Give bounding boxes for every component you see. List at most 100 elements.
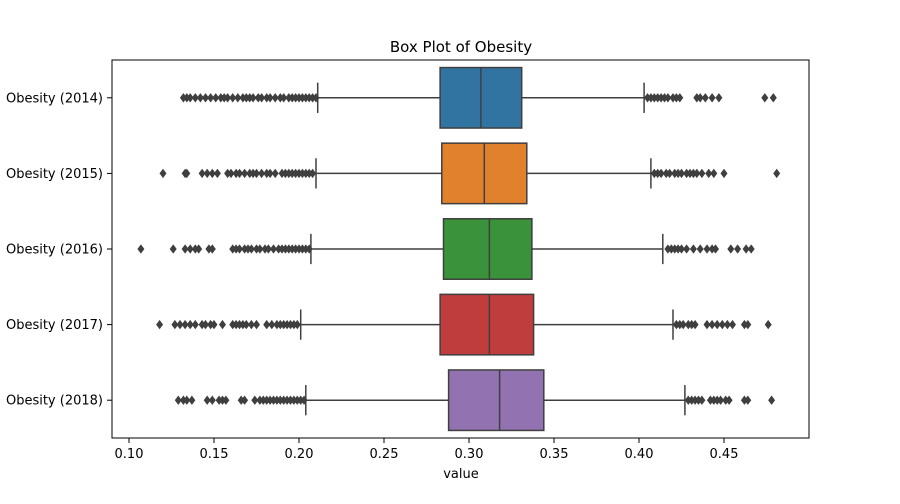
- outlier-point: [229, 93, 237, 103]
- outlier-point: [210, 319, 218, 330]
- outlier-point: [207, 93, 215, 103]
- outlier-point: [253, 319, 260, 330]
- outlier-point: [698, 395, 706, 405]
- outlier-point: [309, 168, 317, 179]
- outlier-point: [191, 319, 199, 330]
- box-4: [299, 293, 674, 356]
- outlier-point: [219, 319, 226, 330]
- outlier-point: [241, 168, 249, 179]
- outlier-point: [657, 168, 665, 179]
- chart-title: Box Plot of Obesity: [390, 38, 532, 56]
- outlier-point: [727, 244, 735, 254]
- outlier-point: [679, 319, 687, 330]
- outlier-point: [689, 244, 697, 254]
- x-tick-label: 0.20: [285, 447, 314, 462]
- outlier-point: [242, 319, 250, 330]
- outlier-point: [691, 319, 699, 330]
- outlier-point: [734, 244, 742, 254]
- x-tick-label: 0.25: [370, 447, 399, 462]
- outlier-point: [202, 93, 209, 103]
- outlier-point: [305, 244, 313, 254]
- outlier-point: [176, 319, 184, 330]
- outlier-point: [191, 93, 199, 103]
- outlier-point: [256, 244, 264, 254]
- outlier-point: [222, 395, 230, 405]
- outlier-point: [137, 244, 145, 254]
- outlier-point: [693, 168, 701, 179]
- outlier-point: [683, 244, 691, 254]
- outlier-point: [188, 395, 196, 405]
- box-1: [316, 66, 645, 129]
- outlier-point: [703, 244, 711, 254]
- outlier-point: [236, 168, 243, 179]
- x-tick-label: 0.30: [455, 447, 484, 462]
- outlier-point: [234, 93, 242, 103]
- outlier-point: [213, 168, 221, 179]
- outlier-point: [764, 319, 772, 330]
- outlier-point: [678, 244, 685, 254]
- outlier-point: [744, 319, 752, 330]
- outlier-point: [761, 93, 769, 103]
- box-3: [310, 218, 664, 280]
- outliers-3: [137, 244, 755, 254]
- outlier-point: [747, 244, 755, 254]
- outlier-point: [198, 168, 206, 179]
- y-tick-label: Obesity (2014): [6, 91, 103, 106]
- outliers-4: [156, 319, 772, 330]
- outlier-point: [208, 168, 216, 179]
- outlier-point: [183, 168, 191, 179]
- outlier-point: [271, 168, 279, 179]
- outliers-5: [174, 395, 776, 405]
- x-tick-label: 0.10: [115, 447, 144, 462]
- outlier-point: [715, 93, 723, 103]
- outlier-point: [186, 244, 194, 254]
- outlier-point: [181, 319, 189, 330]
- outlier-point: [159, 168, 167, 179]
- outlier-point: [696, 93, 704, 103]
- outlier-point: [744, 395, 752, 405]
- outlier-point: [268, 319, 276, 330]
- outlier-point: [208, 395, 216, 405]
- outlier-point: [696, 244, 704, 254]
- x-tick-label: 0.45: [710, 447, 739, 462]
- outliers-1: [179, 93, 777, 103]
- box-iqr: [442, 218, 533, 280]
- box-2: [315, 142, 652, 205]
- outlier-point: [196, 93, 204, 103]
- y-tick-label: Obesity (2017): [6, 318, 103, 333]
- outlier-point: [703, 319, 711, 330]
- y-tick-label: Obesity (2016): [6, 243, 103, 258]
- outlier-point: [710, 168, 718, 179]
- x-tick-label: 0.35: [540, 447, 569, 462]
- outlier-point: [713, 319, 721, 330]
- outlier-point: [247, 244, 255, 254]
- x-tick-label: 0.40: [625, 447, 654, 462]
- outlier-point: [705, 168, 713, 179]
- x-axis: 0.10 0.15 0.20 0.25 0.30 0.35 0.40 0.45: [115, 438, 739, 462]
- outlier-point: [270, 244, 277, 254]
- outlier-point: [249, 93, 257, 103]
- outlier-point: [227, 168, 235, 179]
- outlier-point: [725, 395, 733, 405]
- outlier-point: [264, 244, 272, 254]
- outlier-point: [729, 319, 736, 330]
- outlier-point: [186, 319, 194, 330]
- boxes-layer: [299, 66, 686, 432]
- outlier-point: [773, 168, 781, 179]
- outlier-point: [280, 93, 288, 103]
- outlier-point: [203, 395, 211, 405]
- outlier-point: [203, 168, 211, 179]
- outlier-point: [247, 319, 255, 330]
- outlier-point: [718, 319, 726, 330]
- outlier-point: [708, 319, 716, 330]
- outlier-point: [720, 168, 728, 179]
- outlier-point: [253, 168, 260, 179]
- box-5: [305, 369, 686, 432]
- outlier-point: [171, 319, 179, 330]
- outlier-point: [266, 168, 274, 179]
- outlier-point: [664, 93, 672, 103]
- outlier-point: [202, 319, 209, 330]
- y-axis: Obesity (2014) Obesity (2015) Obesity (201…: [6, 91, 112, 409]
- outlier-point: [263, 319, 271, 330]
